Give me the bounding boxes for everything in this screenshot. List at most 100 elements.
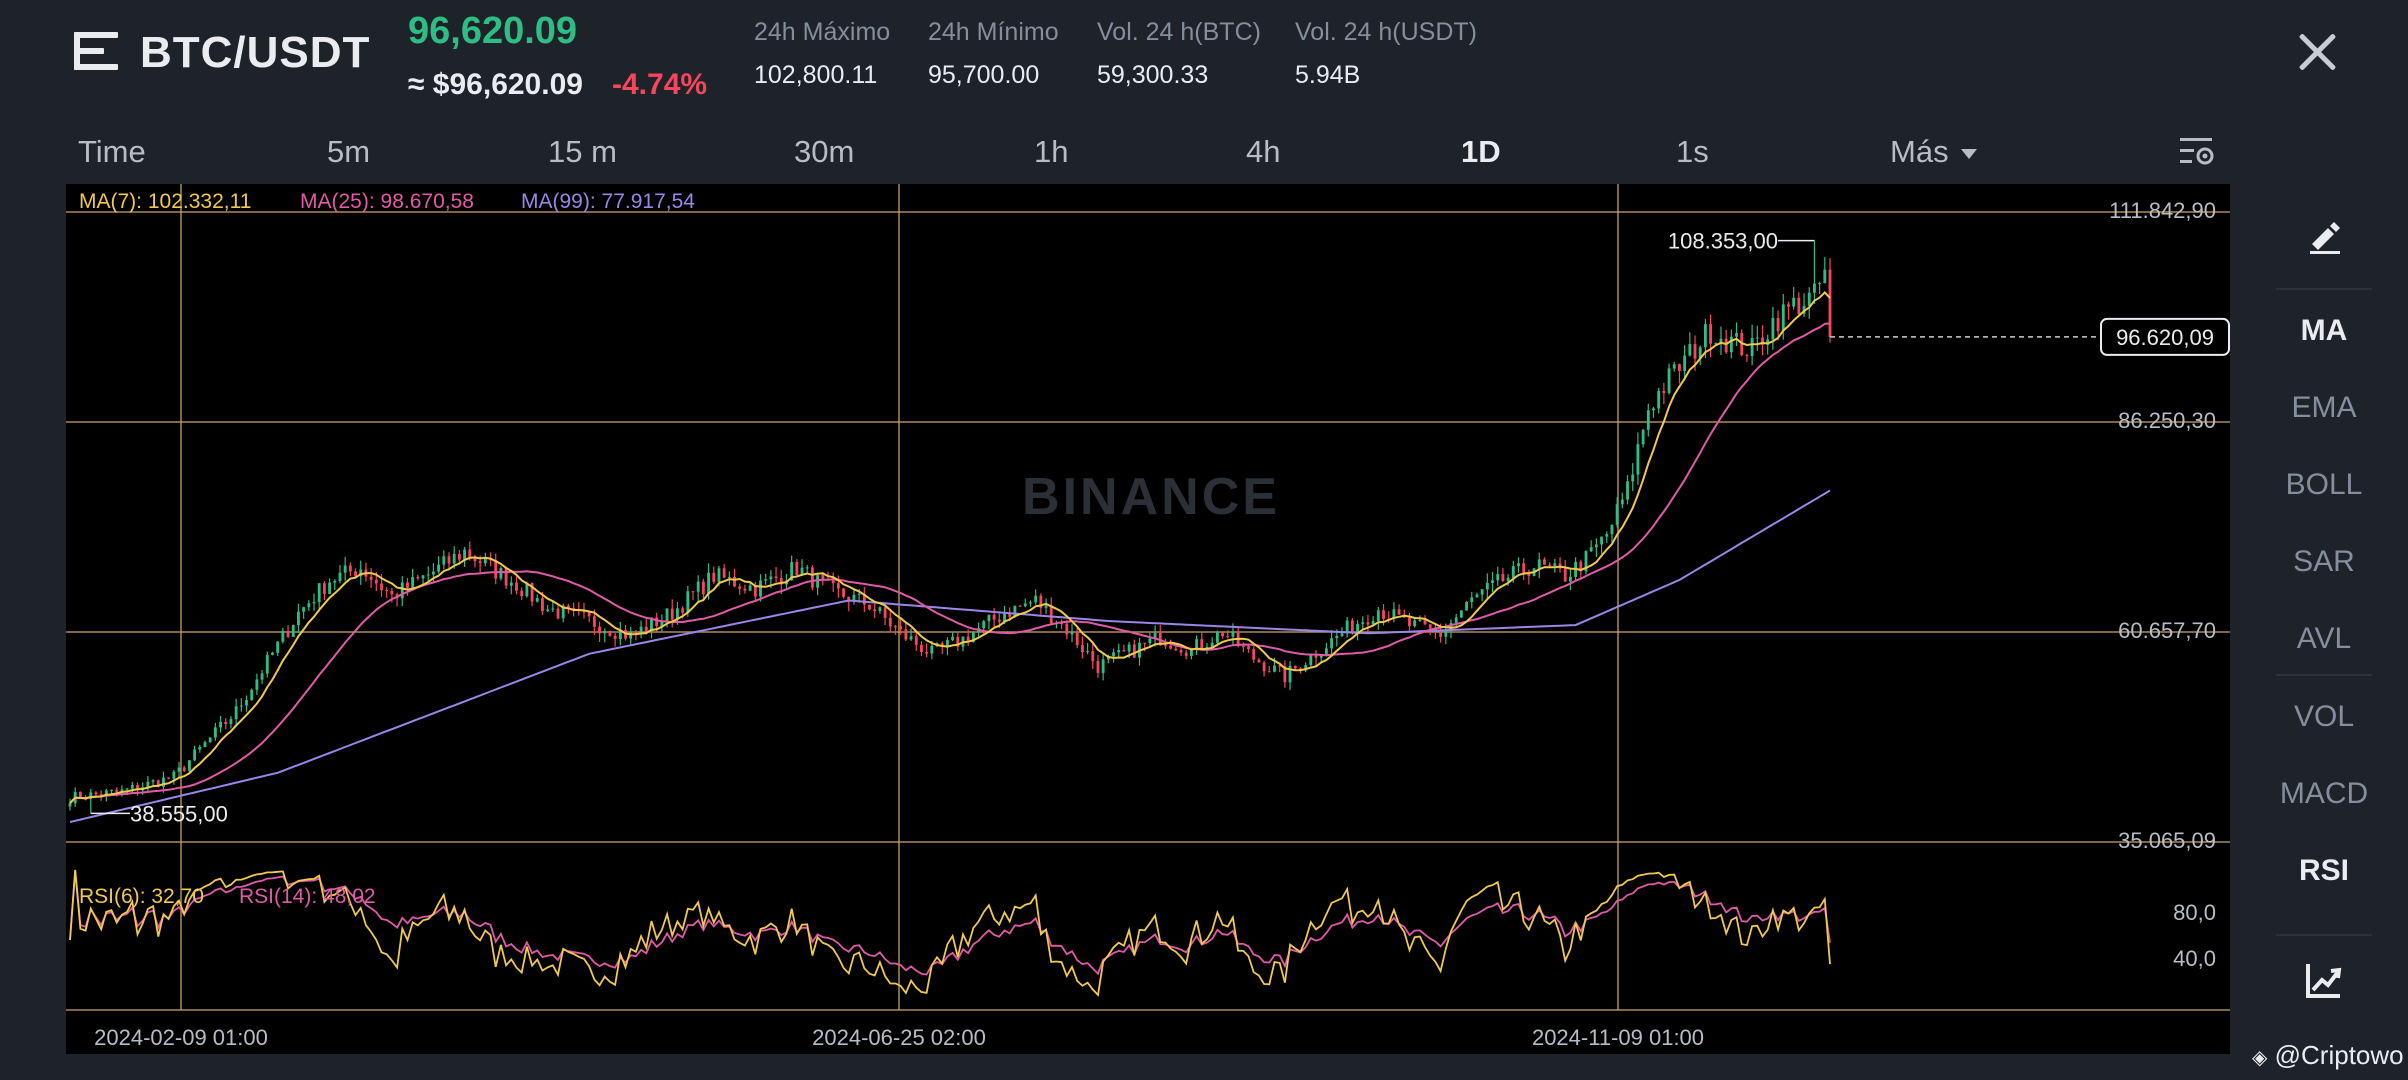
candle-body — [276, 641, 280, 653]
candle-body — [587, 612, 591, 617]
candle-body — [1397, 609, 1401, 615]
time-tick: 2024-06-25 02:00 — [812, 1025, 986, 1050]
candle-body — [1304, 665, 1308, 671]
indicator-boll[interactable]: BOLL — [2285, 468, 2363, 501]
menu-icon[interactable] — [74, 32, 118, 72]
candle-body — [1044, 605, 1048, 608]
candle-body — [177, 767, 181, 772]
indicator-ma[interactable]: MA — [2300, 314, 2348, 347]
candle-body — [1594, 544, 1598, 548]
candle-body — [930, 645, 934, 654]
candle-body — [234, 706, 238, 720]
tab-1d[interactable]: 1D — [1461, 134, 1501, 169]
indicator-rsi[interactable]: RSI — [2298, 854, 2349, 887]
candle-body — [899, 626, 903, 630]
candle-body — [1553, 563, 1557, 566]
candle-body — [89, 792, 93, 800]
tab-1h[interactable]: 1h — [1034, 134, 1069, 169]
candle-body — [1745, 355, 1749, 357]
candle-body — [1288, 665, 1292, 683]
candle-body — [426, 574, 430, 576]
price-chart[interactable]: BINANCE MA(7): 102.332,11 MA(25): 98.670… — [66, 184, 2230, 1054]
indicator-macd[interactable]: MACD — [2279, 777, 2369, 810]
candle-body — [115, 789, 119, 792]
candle-body — [1475, 594, 1479, 598]
candle-body — [1003, 613, 1006, 622]
candle-body — [759, 580, 762, 597]
ma7-line — [69, 290, 1831, 804]
candle-body — [400, 582, 404, 599]
candle-body — [925, 652, 929, 654]
candle-body — [1823, 269, 1827, 284]
candle-body — [1470, 597, 1474, 603]
tab-30m[interactable]: 30m — [794, 134, 855, 169]
chart-grid — [66, 184, 2230, 1011]
candle-body — [110, 789, 113, 791]
candle-body — [1356, 623, 1359, 634]
candle-body — [1127, 644, 1131, 652]
candle-body — [1755, 337, 1759, 339]
more-dropdown[interactable]: Más — [1890, 134, 1977, 170]
indicator-vol[interactable]: VOL — [2293, 700, 2355, 733]
candle-body — [1413, 620, 1417, 627]
candle-body — [1527, 572, 1531, 576]
indicator-sar[interactable]: SAR — [2293, 545, 2355, 578]
candle-body — [1631, 474, 1635, 482]
candle-body — [945, 640, 949, 647]
candle-body — [447, 556, 451, 564]
candle-body — [805, 567, 809, 569]
tab-4h[interactable]: 4h — [1246, 134, 1281, 169]
candle-body — [162, 777, 165, 787]
candle-body — [525, 582, 529, 597]
candle-body — [691, 591, 695, 593]
candle-body — [1636, 444, 1640, 475]
chart-canvas[interactable]: BINANCE MA(7): 102.332,11 MA(25): 98.670… — [66, 184, 2230, 1054]
candle-body — [598, 626, 601, 634]
stat-label: Vol. 24 h(USDT) — [1295, 18, 1478, 46]
tab-time[interactable]: Time — [78, 134, 146, 169]
candle-body — [520, 590, 524, 597]
candle-body — [971, 632, 975, 643]
candle-body — [1454, 617, 1458, 623]
price-tick: 60.657,70 — [2118, 618, 2216, 643]
tab-15m[interactable]: 15 m — [548, 134, 617, 169]
candle-body — [1267, 671, 1271, 673]
candle-body — [499, 568, 503, 579]
more-label: Más — [1890, 134, 1949, 169]
candle-body — [421, 575, 425, 579]
tab-1s[interactable]: 1s — [1676, 134, 1709, 169]
candle-body — [1568, 576, 1572, 582]
chart-type-icon[interactable] — [2276, 960, 2372, 1000]
chart-settings-icon[interactable] — [2180, 136, 2214, 168]
indicator-avl[interactable]: AVL — [2296, 622, 2352, 655]
candle-body — [1039, 595, 1043, 608]
candle-body — [1148, 638, 1152, 644]
candle-body — [442, 556, 446, 565]
candle-body — [1392, 609, 1396, 619]
stat-label: Vol. 24 h(BTC) — [1097, 18, 1261, 46]
candle-body — [1517, 563, 1520, 567]
candle-body — [1029, 602, 1032, 604]
candle-body — [1537, 559, 1541, 569]
candle-body — [987, 614, 991, 622]
close-icon[interactable] — [2290, 26, 2344, 80]
candle-body — [385, 589, 389, 591]
candle-body — [1485, 582, 1489, 590]
pair-title[interactable]: BTC/USDT — [140, 28, 371, 77]
candle-body — [733, 577, 736, 587]
candle-body — [608, 630, 612, 636]
candle-body — [156, 780, 160, 787]
candle-body — [1278, 665, 1282, 667]
indicator-ema[interactable]: EMA — [2291, 391, 2357, 424]
candle-body — [509, 582, 513, 586]
tab-5m[interactable]: 5m — [327, 134, 371, 169]
candle-body — [1241, 646, 1245, 648]
candle-body — [411, 577, 415, 588]
candle-body — [302, 607, 306, 612]
candle-body — [208, 737, 212, 743]
candle-body — [717, 568, 721, 582]
draw-tool-icon[interactable] — [2276, 216, 2372, 256]
divider — [2276, 674, 2372, 676]
candle-body — [1226, 636, 1230, 638]
candle-body — [1314, 654, 1318, 658]
